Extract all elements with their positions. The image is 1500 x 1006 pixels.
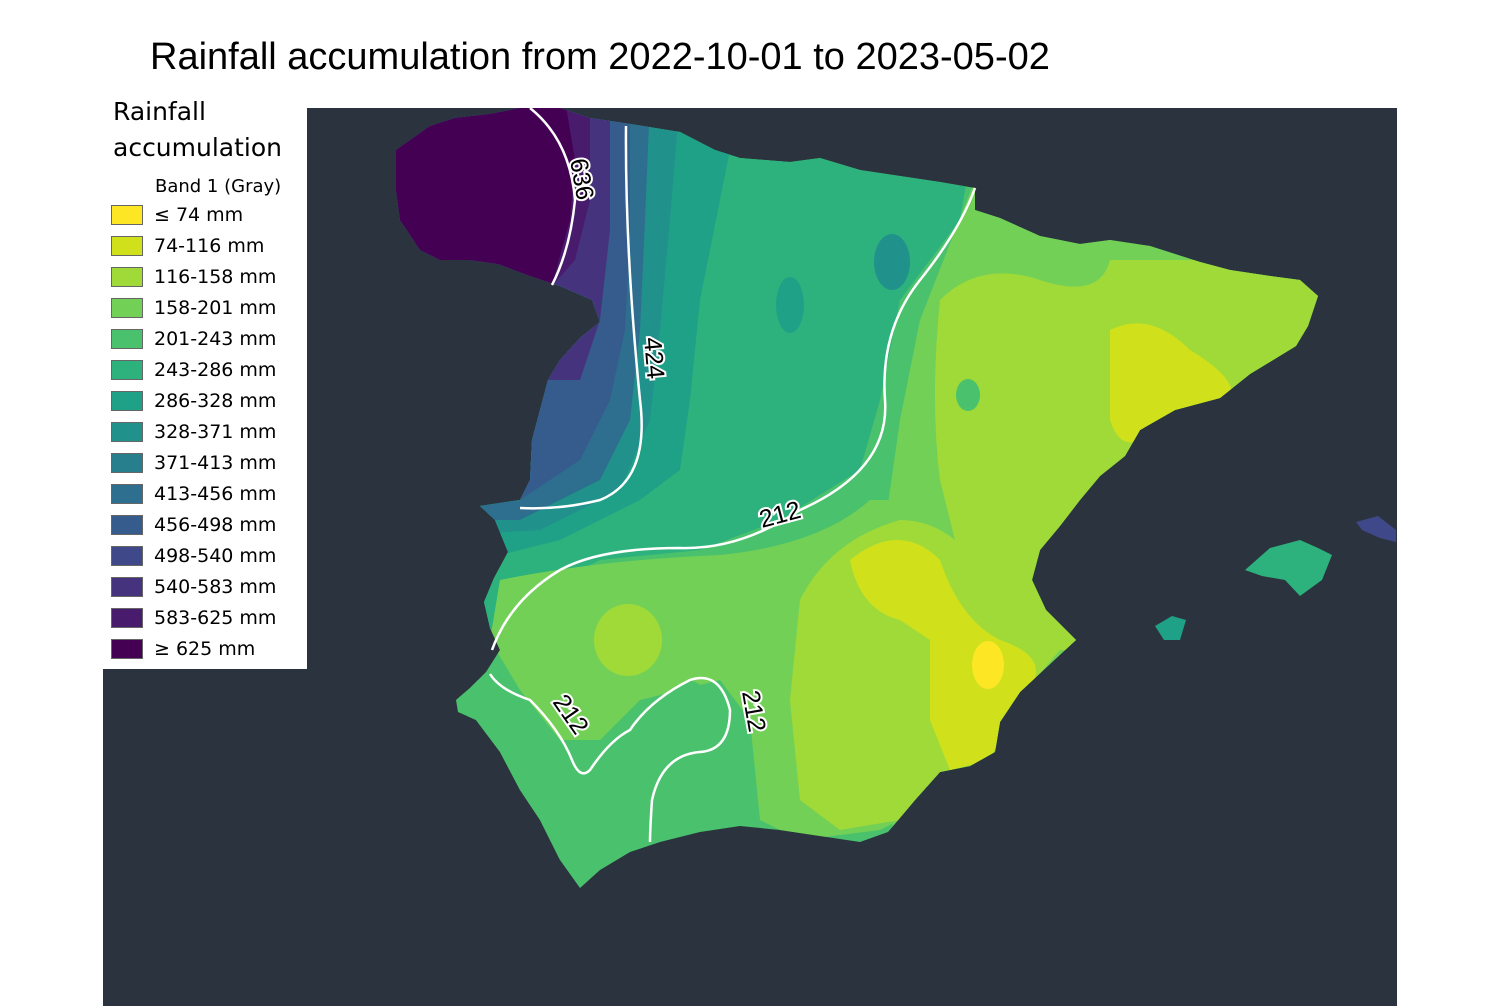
legend-title: Rainfall accumulation <box>113 97 283 162</box>
legend-item: 328-371 mm <box>111 421 276 443</box>
legend-label: 456-498 mm <box>154 514 277 536</box>
legend-swatch <box>111 453 143 473</box>
legend-label: 116-158 mm <box>154 266 277 288</box>
legend-label: 371-413 mm <box>154 452 277 474</box>
legend-item: 583-625 mm <box>111 607 276 629</box>
legend-item: 286-328 mm <box>111 390 276 412</box>
contour-212-line-north <box>490 187 977 651</box>
legend-label: ≥ 625 mm <box>154 638 256 660</box>
contour-lines <box>488 108 977 843</box>
menorca-island <box>1356 516 1396 542</box>
contour-label-424: 424 <box>638 336 670 380</box>
contour-label-636: 636 <box>564 156 599 202</box>
legend-band-label: Band 1 (Gray) <box>155 176 282 197</box>
legend-item: 243-286 mm <box>111 359 276 381</box>
mallorca-island <box>1245 540 1332 596</box>
legend-item: 498-540 mm <box>111 545 276 567</box>
legend-swatch <box>111 515 143 535</box>
legend-label: 158-201 mm <box>154 297 277 319</box>
legend-item: 413-456 mm <box>111 483 276 505</box>
contour-636-line <box>529 108 577 286</box>
legend-item: ≤ 74 mm <box>111 204 243 226</box>
legend: Rainfall accumulation Band 1 (Gray) ≤ 74… <box>103 92 307 669</box>
map-area: 636 424 212 212 212 <box>103 108 1397 1006</box>
legend-item: 74-116 mm <box>111 235 264 257</box>
legend-label: 201-243 mm <box>154 328 277 350</box>
legend-label: 74-116 mm <box>154 235 265 257</box>
legend-swatch <box>111 360 143 380</box>
legend-item: 371-413 mm <box>111 452 276 474</box>
legend-swatch <box>111 298 143 318</box>
legend-label: 243-286 mm <box>154 359 277 381</box>
legend-swatch <box>111 267 143 287</box>
legend-label: 413-456 mm <box>154 483 277 505</box>
legend-label: ≤ 74 mm <box>154 204 244 226</box>
legend-swatch <box>111 422 143 442</box>
legend-item: 540-583 mm <box>111 576 276 598</box>
legend-swatch <box>111 205 143 225</box>
rainfall-map: 636 424 212 212 212 <box>103 108 1397 1006</box>
legend-swatch <box>111 639 143 659</box>
legend-item: ≥ 625 mm <box>111 638 255 660</box>
legend-swatch <box>111 236 143 256</box>
legend-label: 583-625 mm <box>154 607 277 629</box>
legend-item: 456-498 mm <box>111 514 276 536</box>
legend-swatch <box>111 484 143 504</box>
legend-swatch <box>111 391 143 411</box>
legend-swatch <box>111 577 143 597</box>
contour-424-line <box>519 125 643 510</box>
legend-item: 201-243 mm <box>111 328 276 350</box>
legend-label: 540-583 mm <box>154 576 277 598</box>
legend-swatch <box>111 546 143 566</box>
legend-item: 116-158 mm <box>111 266 276 288</box>
legend-swatch <box>111 329 143 349</box>
legend-label: 286-328 mm <box>154 390 277 412</box>
legend-item: 158-201 mm <box>111 297 276 319</box>
map-title: Rainfall accumulation from 2022-10-01 to… <box>150 36 1050 78</box>
contour-212-line-south <box>488 673 732 843</box>
legend-swatch <box>111 608 143 628</box>
legend-label: 328-371 mm <box>154 421 277 443</box>
ibiza-island <box>1155 616 1186 640</box>
legend-label: 498-540 mm <box>154 545 277 567</box>
